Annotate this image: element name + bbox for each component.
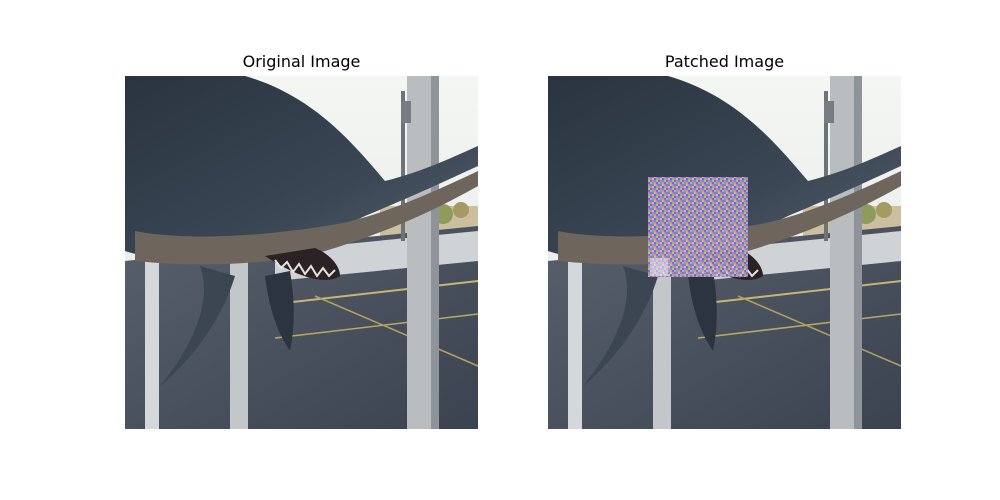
original-image [125, 76, 478, 429]
adversarial-patch [648, 177, 748, 277]
panel-title-original: Original Image [242, 52, 361, 71]
scene-original [125, 76, 478, 429]
panel-title-patched: Patched Image [664, 52, 785, 71]
patched-image [548, 76, 901, 429]
